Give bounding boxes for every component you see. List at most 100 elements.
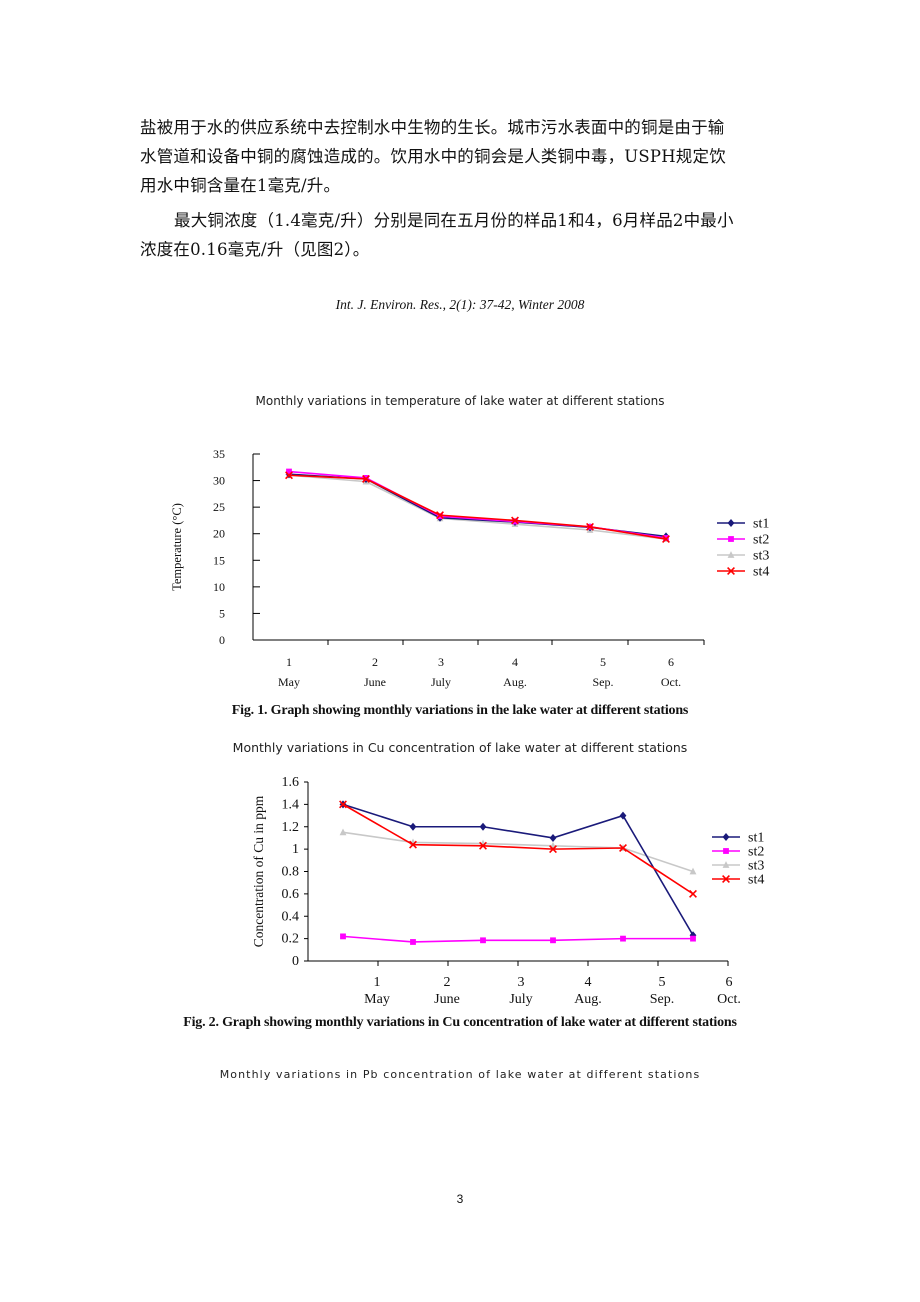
data-point-st4 — [362, 475, 370, 483]
data-point-st2 — [410, 939, 416, 945]
y-tick-label: 15 — [213, 553, 225, 567]
y-tick-label: 5 — [219, 606, 225, 620]
fig2-chart: 0 0.2 0.4 0.6 0.8 1 1.2 1.4 1.6 1 May 2 June 3 July 4 Au… — [251, 775, 764, 1007]
x-month-label: May — [364, 992, 390, 1007]
y-tick-label: 1.4 — [282, 797, 300, 812]
data-point-st4 — [689, 889, 697, 898]
x-tick-label: 4 — [512, 655, 518, 669]
x-month-label: Aug. — [503, 675, 527, 689]
data-point-st4 — [619, 844, 627, 852]
journal-citation: Int. J. Environ. Res., 2(1): 37-42, Wint… — [335, 297, 585, 312]
fig1-caption: Fig. 1. Graph showing monthly variations… — [231, 703, 689, 718]
x-month-label: Aug. — [574, 992, 602, 1007]
y-tick-label: 0.6 — [282, 887, 300, 902]
page-number: 3 — [456, 1192, 464, 1206]
x-month-label: June — [434, 992, 460, 1007]
y-tick-label: 10 — [213, 580, 225, 594]
legend-label-st1: st1 — [753, 517, 769, 532]
data-point-st2 — [690, 935, 696, 942]
legend-label-st4: st4 — [753, 565, 769, 580]
data-point-st4 — [586, 522, 594, 531]
data-point-st4 — [409, 840, 417, 849]
data-point-st2 — [480, 937, 486, 944]
data-point-st2 — [286, 468, 292, 475]
y-tick-label: 0.2 — [282, 932, 300, 947]
paragraph-1-line-2: 水管道和设备中铜的腐蚀造成的。饮用水中的铜会是人类铜中毒，USPH规定饮 — [140, 147, 726, 166]
x-month-label: Sep. — [593, 675, 614, 689]
data-point-st4 — [479, 841, 487, 850]
legend-label-st2: st2 — [748, 845, 764, 860]
fig1-chart: 0 5 10 15 20 25 30 35 1 May 2 June 3 July 4 Aug. 5 Sep. 6 O… — [170, 447, 769, 689]
data-point-st2 — [620, 935, 626, 942]
paragraph-1-line-3: 用水中铜含量在1毫克/升。 — [140, 176, 341, 195]
x-month-label: July — [509, 992, 532, 1007]
x-month-label: Oct. — [661, 675, 681, 689]
series-line-st3 — [342, 831, 694, 873]
series-line-st4 — [288, 474, 667, 540]
data-point-st4 — [285, 471, 293, 480]
legend-label-st3: st3 — [753, 549, 769, 564]
legend-marker-st1 — [722, 833, 730, 841]
series-line-st4 — [342, 803, 694, 895]
data-point-st4 — [436, 511, 444, 520]
data-point-st3 — [339, 828, 347, 836]
data-point-st4 — [549, 845, 557, 854]
data-point-st1 — [479, 822, 487, 831]
x-tick-label: 6 — [726, 975, 733, 990]
y-tick-label: 1.6 — [282, 775, 300, 790]
series-line-st3 — [288, 474, 667, 540]
legend-label-st2: st2 — [753, 533, 769, 548]
x-tick-label: 6 — [668, 655, 674, 669]
legend-marker-st3 — [722, 861, 730, 868]
x-tick-label: 2 — [444, 975, 451, 990]
y-tick-label: 1.2 — [282, 820, 300, 835]
legend-marker-st1 — [727, 519, 735, 527]
paragraph-1-line-1: 盐被用于水的供应系统中去控制水中生物的生长。城市污水表面中的铜是由于输 — [140, 118, 725, 137]
x-tick-label: 4 — [585, 975, 592, 990]
x-tick-label: 1 — [286, 655, 292, 669]
y-tick-label: 35 — [213, 447, 225, 461]
y-tick-label: 0.4 — [282, 909, 300, 924]
legend-marker-st2 — [728, 536, 734, 542]
x-tick-label: 5 — [600, 655, 606, 669]
paragraph-2: 最大铜浓度（1.4毫克/升）分别是同在五月份的样品1和4，6月样品2中最小 浓度… — [140, 206, 780, 264]
y-tick-label: 1 — [292, 842, 299, 857]
x-month-label: July — [431, 675, 451, 689]
x-month-label: Sep. — [650, 992, 675, 1007]
y-tick-label: 20 — [213, 527, 225, 541]
legend-marker-st2 — [723, 848, 729, 854]
data-point-st4 — [339, 800, 347, 809]
data-point-st4 — [511, 516, 519, 525]
fig1-title: Monthly variations in temperature of lak… — [255, 394, 665, 408]
data-point-st1 — [409, 822, 417, 831]
series-line-st1 — [342, 803, 694, 936]
data-point-st4 — [662, 535, 670, 543]
x-month-label: June — [364, 675, 386, 689]
y-tick-label: 30 — [213, 474, 225, 488]
y-tick-label: 25 — [213, 500, 225, 514]
x-tick-label: 1 — [374, 975, 381, 990]
y-tick-label: 0 — [219, 633, 225, 647]
legend-label-st3: st3 — [748, 859, 764, 874]
paragraph-2-line-2: 浓度在0.16毫克/升（见图2）。 — [140, 240, 370, 259]
x-tick-label: 5 — [659, 975, 666, 990]
x-tick-label: 2 — [372, 655, 378, 669]
paragraph-1: 盐被用于水的供应系统中去控制水中生物的生长。城市污水表面中的铜是由于输 水管道和… — [140, 113, 780, 200]
x-month-label: May — [278, 675, 300, 689]
data-point-st3 — [689, 867, 697, 875]
y-tick-label: 0 — [292, 954, 299, 969]
series-line-st1 — [288, 473, 667, 538]
data-point-st1 — [549, 833, 557, 842]
legend-marker-st4 — [727, 567, 735, 575]
data-point-st2 — [550, 937, 556, 944]
legend-label-st1: st1 — [748, 831, 764, 846]
paragraph-2-line-1: 最大铜浓度（1.4毫克/升）分别是同在五月份的样品1和4，6月样品2中最小 — [174, 211, 734, 230]
data-point-st1 — [619, 811, 627, 820]
y-axis-label: Temperature (°C) — [170, 503, 184, 591]
y-axis-label: Concentration of Cu in ppm — [251, 795, 266, 947]
series-line-st2 — [288, 470, 667, 539]
fig2-title: Monthly variations in Cu concentration o… — [232, 740, 688, 755]
x-month-label: Oct. — [717, 992, 741, 1007]
legend-marker-st3 — [727, 551, 735, 558]
series-line-st2 — [342, 935, 693, 943]
